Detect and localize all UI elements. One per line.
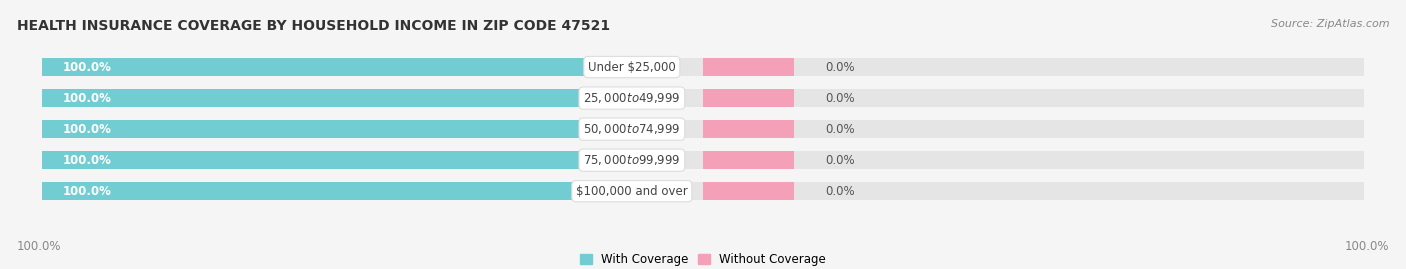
- Bar: [42, 89, 1364, 107]
- Text: Source: ZipAtlas.com: Source: ZipAtlas.com: [1271, 19, 1389, 29]
- Text: 0.0%: 0.0%: [825, 154, 855, 167]
- Bar: [42, 58, 1364, 76]
- Text: 0.0%: 0.0%: [825, 123, 855, 136]
- Bar: [42, 151, 1364, 169]
- Bar: [42, 120, 602, 138]
- Text: 100.0%: 100.0%: [62, 91, 111, 105]
- Text: 0.0%: 0.0%: [825, 61, 855, 73]
- Bar: [703, 89, 794, 107]
- Bar: [42, 182, 1364, 200]
- Text: Under $25,000: Under $25,000: [588, 61, 676, 73]
- Text: 0.0%: 0.0%: [825, 185, 855, 198]
- Text: $100,000 and over: $100,000 and over: [576, 185, 688, 198]
- Bar: [703, 120, 794, 138]
- Bar: [42, 58, 602, 76]
- Bar: [42, 151, 602, 169]
- Text: 100.0%: 100.0%: [62, 61, 111, 73]
- Bar: [703, 58, 794, 76]
- Legend: With Coverage, Without Coverage: With Coverage, Without Coverage: [575, 249, 831, 269]
- Text: $50,000 to $74,999: $50,000 to $74,999: [583, 122, 681, 136]
- Text: 100.0%: 100.0%: [62, 185, 111, 198]
- Text: 100.0%: 100.0%: [17, 240, 62, 253]
- Text: $75,000 to $99,999: $75,000 to $99,999: [583, 153, 681, 167]
- Bar: [703, 182, 794, 200]
- Bar: [703, 151, 794, 169]
- Text: 100.0%: 100.0%: [1344, 240, 1389, 253]
- Bar: [42, 89, 602, 107]
- Text: 0.0%: 0.0%: [825, 91, 855, 105]
- Bar: [42, 182, 602, 200]
- Text: 100.0%: 100.0%: [62, 123, 111, 136]
- Bar: [42, 120, 1364, 138]
- Text: $25,000 to $49,999: $25,000 to $49,999: [583, 91, 681, 105]
- Text: 100.0%: 100.0%: [62, 154, 111, 167]
- Text: HEALTH INSURANCE COVERAGE BY HOUSEHOLD INCOME IN ZIP CODE 47521: HEALTH INSURANCE COVERAGE BY HOUSEHOLD I…: [17, 19, 610, 33]
